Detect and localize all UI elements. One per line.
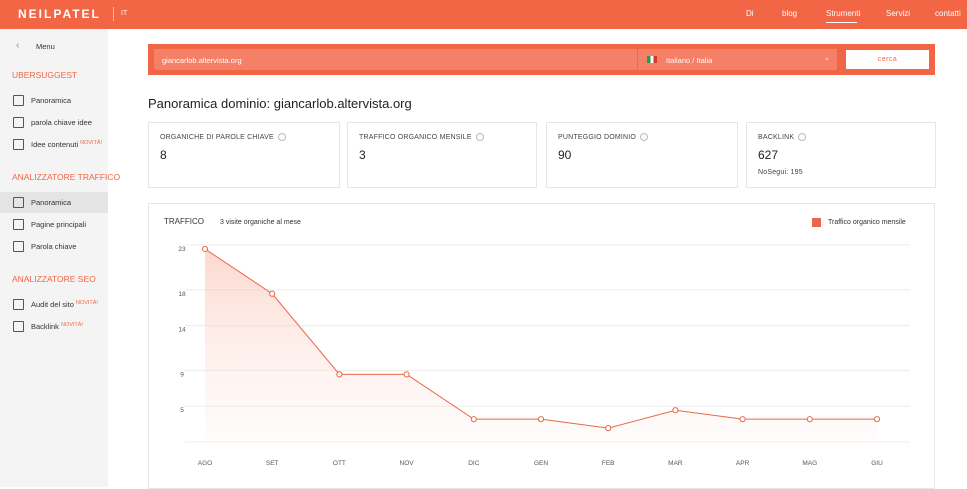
x-tick-label: GEN <box>534 460 548 467</box>
metric-label: PUNTEGGIO DOMINIO <box>558 133 649 141</box>
new-badge: NOVITÀ! <box>80 140 103 146</box>
chart-title: TRAFFICO <box>164 217 204 226</box>
item-icon <box>13 139 24 150</box>
metric-card <box>347 122 537 188</box>
nav-underline <box>826 22 857 23</box>
x-tick-label: MAR <box>668 460 683 467</box>
language-text: Italiano / Italia <box>666 56 713 65</box>
metric-note: NoSegui: 195 <box>758 169 803 176</box>
metric-card <box>148 122 340 188</box>
top-bar <box>0 0 967 29</box>
active-item <box>0 192 108 213</box>
new-badge: NOVITÀ! <box>60 322 83 328</box>
point <box>537 416 545 423</box>
x-tick-label: GIU <box>871 460 883 467</box>
search-button-label[interactable]: cerca <box>877 56 898 63</box>
x-tick-label: MAG <box>802 460 817 467</box>
metric-value: 627 <box>758 148 779 162</box>
area <box>205 248 877 442</box>
metric-value: 3 <box>359 148 366 162</box>
point <box>873 416 881 423</box>
metric-card <box>546 122 738 188</box>
flag <box>647 56 657 63</box>
nav-item[interactable]: Backlink NOVITÀ! <box>31 322 83 331</box>
nav-item[interactable]: parola chiave idee <box>31 118 92 127</box>
x-tick-label: AGO <box>198 460 212 467</box>
nav-link[interactable]: Di <box>746 9 754 18</box>
x-tick-label: NOV <box>400 460 415 467</box>
chart-subtitle: 3 visite organiche al mese <box>220 219 301 226</box>
point <box>806 416 813 423</box>
y-tick-label: 9 <box>180 371 184 378</box>
y-tick-label: 23 <box>178 246 186 253</box>
item-icon <box>13 197 24 208</box>
language-select[interactable]: IT <box>121 10 128 17</box>
item-icon <box>13 241 24 252</box>
section-title: UBERSUGGEST <box>12 70 78 80</box>
help-icon[interactable] <box>475 133 484 141</box>
y-tick-label: 5 <box>180 407 184 414</box>
search-button[interactable] <box>846 50 929 69</box>
y-tick-label: 18 <box>178 291 186 298</box>
point <box>470 416 477 423</box>
x-tick-label: OTT <box>333 460 346 467</box>
item-icon <box>13 219 24 230</box>
divider <box>113 7 114 21</box>
metric-label: TRAFFICO ORGANICO MENSILE <box>359 133 484 141</box>
menu-label[interactable]: Menu <box>36 42 55 51</box>
legend-label: Traffico organico mensile <box>828 219 906 226</box>
logo[interactable]: NEILPATEL <box>18 7 101 21</box>
x-tick-label: FEB <box>602 460 615 467</box>
page-title: Panoramica dominio: giancarlob.altervist… <box>148 96 412 111</box>
section-title: ANALIZZATORE SEO <box>12 274 96 284</box>
nav-item[interactable]: Parola chiave <box>31 242 77 251</box>
metric-value: 8 <box>160 148 167 162</box>
domain-input[interactable] <box>154 49 637 70</box>
nav-link[interactable]: Strumenti <box>826 9 861 18</box>
domain-text: giancarlob.altervista.org <box>162 56 242 65</box>
item-icon <box>13 299 24 310</box>
nav-item[interactable]: Panoramica <box>31 198 72 207</box>
help-icon[interactable] <box>798 133 807 141</box>
item-icon <box>13 95 24 106</box>
new-badge: NOVITÀ! <box>75 300 98 306</box>
item-icon <box>13 321 24 332</box>
language-dropdown[interactable] <box>638 49 837 70</box>
point <box>739 416 746 423</box>
help-icon[interactable] <box>640 133 649 141</box>
y-tick-label: 14 <box>178 327 186 334</box>
x-tick-label: DIC <box>468 460 480 467</box>
back-arrow[interactable]: ‹ <box>16 40 20 51</box>
point <box>201 245 209 253</box>
metric-label: BACKLINK <box>758 133 807 141</box>
metric-value: 90 <box>558 148 572 162</box>
section-title: ANALIZZATORE TRAFFICO <box>12 172 121 182</box>
nav-item[interactable]: Panoramica <box>31 96 72 105</box>
item-icon <box>13 117 24 128</box>
metric-card <box>746 122 936 188</box>
point <box>672 407 679 414</box>
point <box>269 290 276 297</box>
nav-link[interactable]: blog <box>782 9 798 18</box>
nav-link[interactable]: contatti <box>935 9 961 18</box>
nav-link[interactable]: Servizi <box>886 9 911 18</box>
traffic-chart: TRAFFICO 3 visite organiche al mese 5 9 14… <box>164 217 910 467</box>
x-tick-label: APR <box>736 460 750 467</box>
x-tick-label: SET <box>266 460 279 467</box>
nav-item[interactable]: Idee contenuti NOVITÀ! <box>31 140 103 149</box>
point <box>336 371 343 378</box>
nav-item[interactable]: Audit del sito NOVITÀ! <box>31 300 98 309</box>
point <box>605 425 612 432</box>
nav-item[interactable]: Pagine principali <box>31 220 87 229</box>
dropdown-caret: ⌄ <box>824 55 830 62</box>
point <box>403 371 410 378</box>
metric-label: ORGANICHE DI PAROLE CHIAVE <box>160 133 286 141</box>
help-icon[interactable] <box>277 133 286 141</box>
legend-swatch <box>812 218 821 227</box>
